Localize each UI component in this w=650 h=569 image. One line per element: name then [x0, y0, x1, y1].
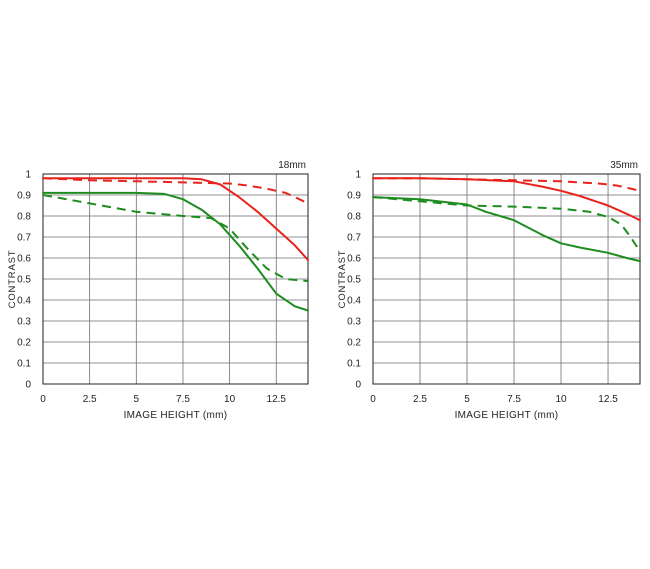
y-tick-label: 1 — [355, 170, 361, 181]
x-tick-label: 5 — [464, 394, 470, 405]
y-tick-label: 0.1 — [347, 359, 361, 370]
plot-frame — [372, 173, 641, 385]
series-line-2 — [42, 177, 309, 205]
y-axis-label: CONTRAST — [7, 250, 18, 309]
y-tick-label: 0.7 — [347, 233, 361, 244]
series-line-4 — [42, 194, 309, 283]
x-tick-label: 12.5 — [267, 394, 287, 405]
x-tick-label: 7.5 — [176, 394, 190, 405]
y-tick-label: 0.6 — [347, 254, 361, 265]
y-tick-label: 0.4 — [17, 296, 31, 307]
y-axis-label: CONTRAST — [337, 250, 348, 309]
x-tick-label: 10 — [224, 394, 236, 405]
x-tick-label: 10 — [555, 394, 567, 405]
y-tick-label: 0.2 — [347, 338, 361, 349]
y-tick-label: 0.9 — [17, 191, 31, 202]
y-tick-label: 0.6 — [17, 254, 31, 265]
mtf-chart-18mm: 00.10.20.30.40.50.60.70.80.910 2.5 5 7.5 10 1… — [7, 160, 309, 421]
series-line-3 — [372, 196, 641, 263]
x-tick-label: 2.5 — [83, 394, 97, 405]
y-tick-label: 0.2 — [17, 338, 31, 349]
x-tick-label: 0 — [40, 394, 46, 405]
plot-frame — [42, 173, 309, 385]
series-line-3 — [42, 191, 309, 312]
y-tick-label: 0.8 — [347, 212, 361, 223]
y-tick-label: 0.3 — [17, 317, 31, 328]
series-line-2 — [373, 177, 641, 192]
x-tick-label: 2.5 — [413, 394, 427, 405]
focal-length-label: 18mm — [278, 160, 306, 171]
x-axis-label: IMAGE HEIGHT (mm) — [455, 410, 559, 421]
y-tick-label: 0.5 — [347, 275, 361, 286]
y-tick-label: 1 — [25, 170, 31, 181]
y-tick-label: 0 — [25, 380, 31, 391]
mtf-chart-35mm: 00.10.20.30.40.50.60.70.80.910 2.5 5 7.5 10 1… — [337, 160, 641, 421]
focal-length-label: 35mm — [610, 160, 638, 171]
series-line-4 — [372, 196, 641, 253]
y-tick-label: 0.1 — [17, 359, 31, 370]
x-tick-label: 12.5 — [598, 394, 618, 405]
y-tick-label: 0.4 — [347, 296, 361, 307]
x-tick-label: 5 — [134, 394, 140, 405]
series-line-1 — [42, 177, 309, 262]
y-tick-label: 0.3 — [347, 317, 361, 328]
y-tick-label: 0.9 — [347, 191, 361, 202]
y-tick-label: 0.8 — [17, 212, 31, 223]
y-tick-label: 0 — [355, 380, 361, 391]
x-tick-label: 7.5 — [507, 394, 521, 405]
y-tick-label: 0.7 — [17, 233, 31, 244]
x-axis-label: IMAGE HEIGHT (mm) — [124, 410, 228, 421]
series-line-1 — [372, 177, 641, 222]
x-tick-label: 0 — [370, 394, 376, 405]
y-tick-label: 0.5 — [17, 275, 31, 286]
